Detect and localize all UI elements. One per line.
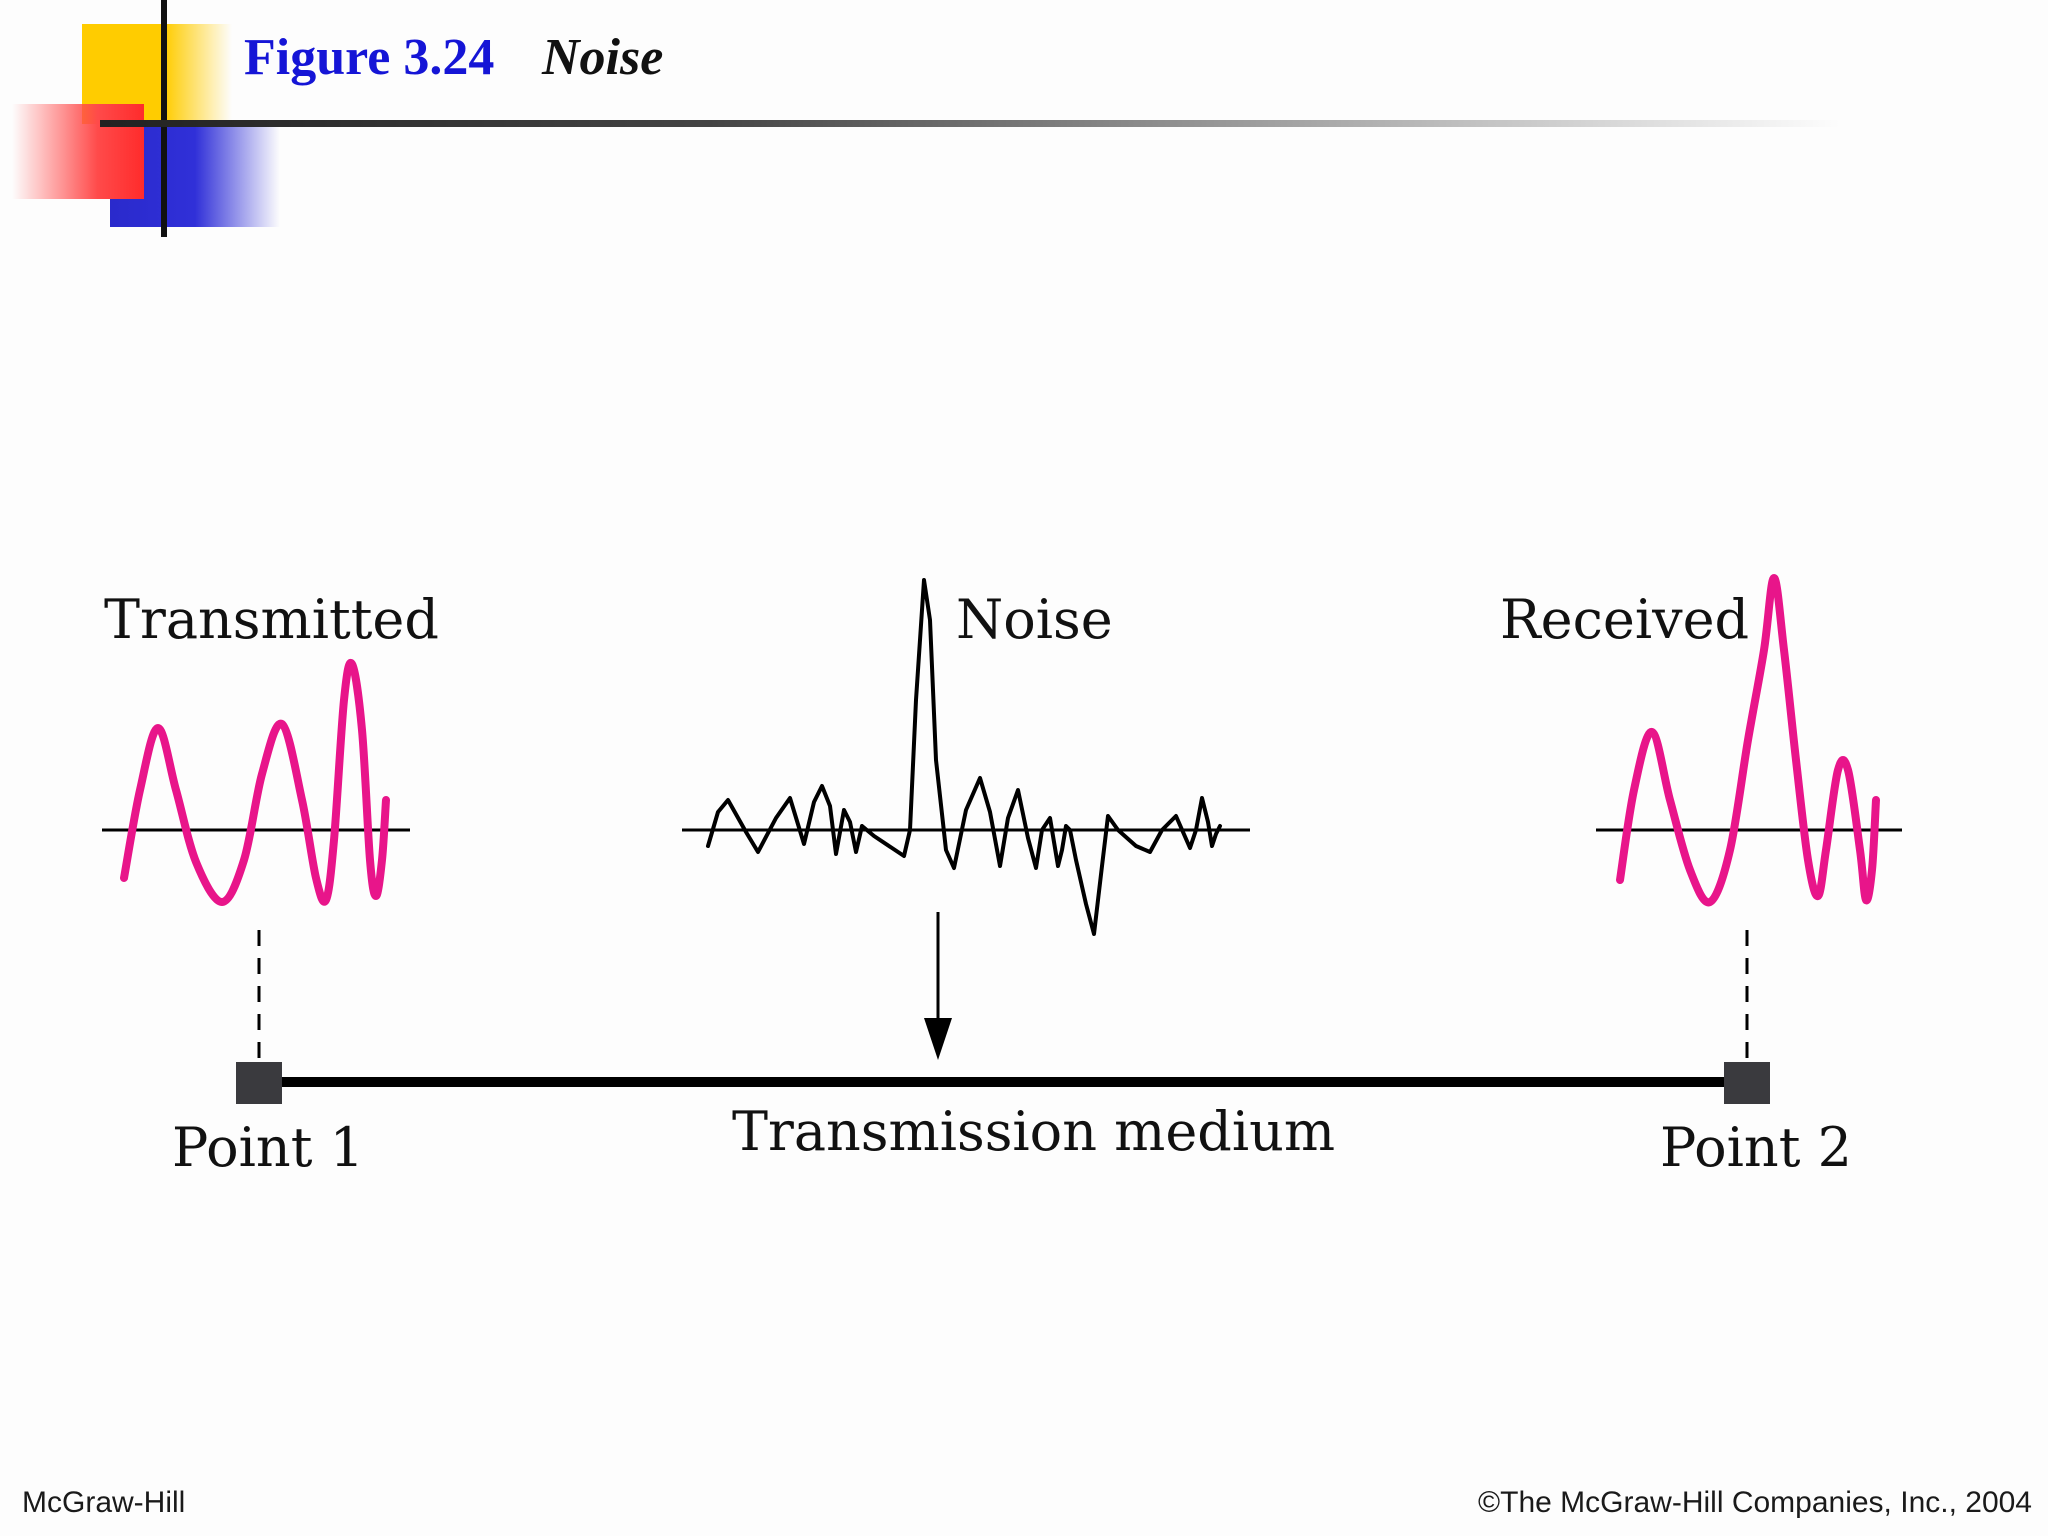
footer-publisher: McGraw-Hill [22,1486,186,1519]
noise-waveform [706,578,1222,936]
title-underline-rule [100,120,1840,127]
received-label: Received [1500,588,1749,651]
figure-title: Noise [542,29,664,86]
noise-signal-graph [682,578,1250,936]
transmitted-waveform [120,658,390,906]
noise-arrow-head [924,1018,952,1060]
transmitted-label: Transmitted [104,588,439,651]
figure-number: Figure 3.24 [244,29,495,86]
point1-marker [236,1062,282,1104]
transmission-medium-label: Transmission medium [732,1100,1335,1163]
corner-decoration [12,0,1840,237]
point1-label: Point 1 [172,1116,364,1179]
corner-red-block [12,104,144,199]
noise-label: Noise [956,588,1113,651]
point2-label: Point 2 [1660,1116,1852,1179]
corner-vertical-rule [161,0,167,237]
point2-marker [1724,1062,1770,1104]
received-waveform [1616,574,1880,907]
transmitted-signal-graph [102,658,410,906]
footer-copyright: ©The McGraw-Hill Companies, Inc., 2004 [1478,1486,2032,1519]
received-signal-graph [1596,574,1902,907]
